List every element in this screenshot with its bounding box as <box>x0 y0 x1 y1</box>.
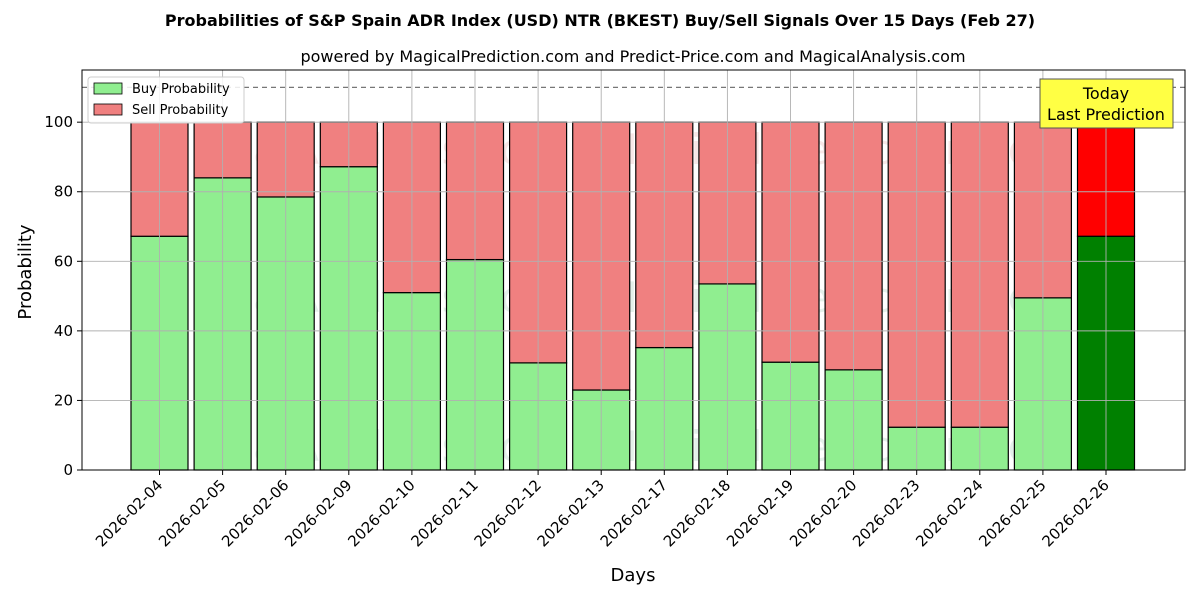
x-tick-label: 2026-02-26 <box>1038 476 1112 550</box>
x-tick-label: 2026-02-18 <box>660 476 734 550</box>
y-tick-label: 80 <box>54 183 73 201</box>
x-tick-label: 2026-02-24 <box>912 476 986 550</box>
x-tick-label: 2026-02-20 <box>786 476 860 550</box>
x-tick-label: 2026-02-25 <box>975 476 1049 550</box>
x-tick-label: 2026-02-05 <box>155 476 229 550</box>
x-tick-label: 2026-02-09 <box>281 476 355 550</box>
y-tick-label: 100 <box>44 113 73 131</box>
x-tick-label: 2026-02-04 <box>92 476 166 550</box>
legend-swatch <box>93 103 123 116</box>
x-tick-label: 2026-02-17 <box>597 476 671 550</box>
legend-label: Sell Probability <box>132 103 229 118</box>
x-tick-label: 2026-02-10 <box>344 476 418 550</box>
chart-title: Probabilities of S&P Spain ADR Index (US… <box>165 11 1035 30</box>
y-tick-label: 60 <box>54 252 73 270</box>
y-tick-label: 0 <box>63 461 73 479</box>
x-tick-label: 2026-02-13 <box>534 476 608 550</box>
y-axis-label: Probability <box>15 224 36 319</box>
x-tick-label: 2026-02-23 <box>849 476 923 550</box>
annotation-line-1: Today <box>1082 84 1129 103</box>
x-tick-label: 2026-02-19 <box>723 476 797 550</box>
legend-box <box>87 76 245 124</box>
x-axis-label: Days <box>611 565 656 586</box>
plot-frame <box>81 69 1186 471</box>
grid-layer <box>82 70 1185 471</box>
annotation-box <box>1039 78 1174 129</box>
y-tick-label: 20 <box>54 391 73 409</box>
x-tick-label: 2026-02-11 <box>407 476 481 550</box>
legend: Buy Probability Sell Probability <box>87 76 245 124</box>
y-tick-label: 40 <box>54 322 73 340</box>
chart-subtitle: powered by MagicalPrediction.com and Pre… <box>300 47 965 66</box>
legend-swatch <box>93 82 123 95</box>
x-tick-label: 2026-02-06 <box>218 476 292 550</box>
today-annotation: Today Last Prediction <box>1039 78 1174 129</box>
annotation-line-2: Last Prediction <box>1047 105 1165 124</box>
x-tick-label: 2026-02-12 <box>471 476 545 550</box>
legend-label: Buy Probability <box>132 82 230 97</box>
